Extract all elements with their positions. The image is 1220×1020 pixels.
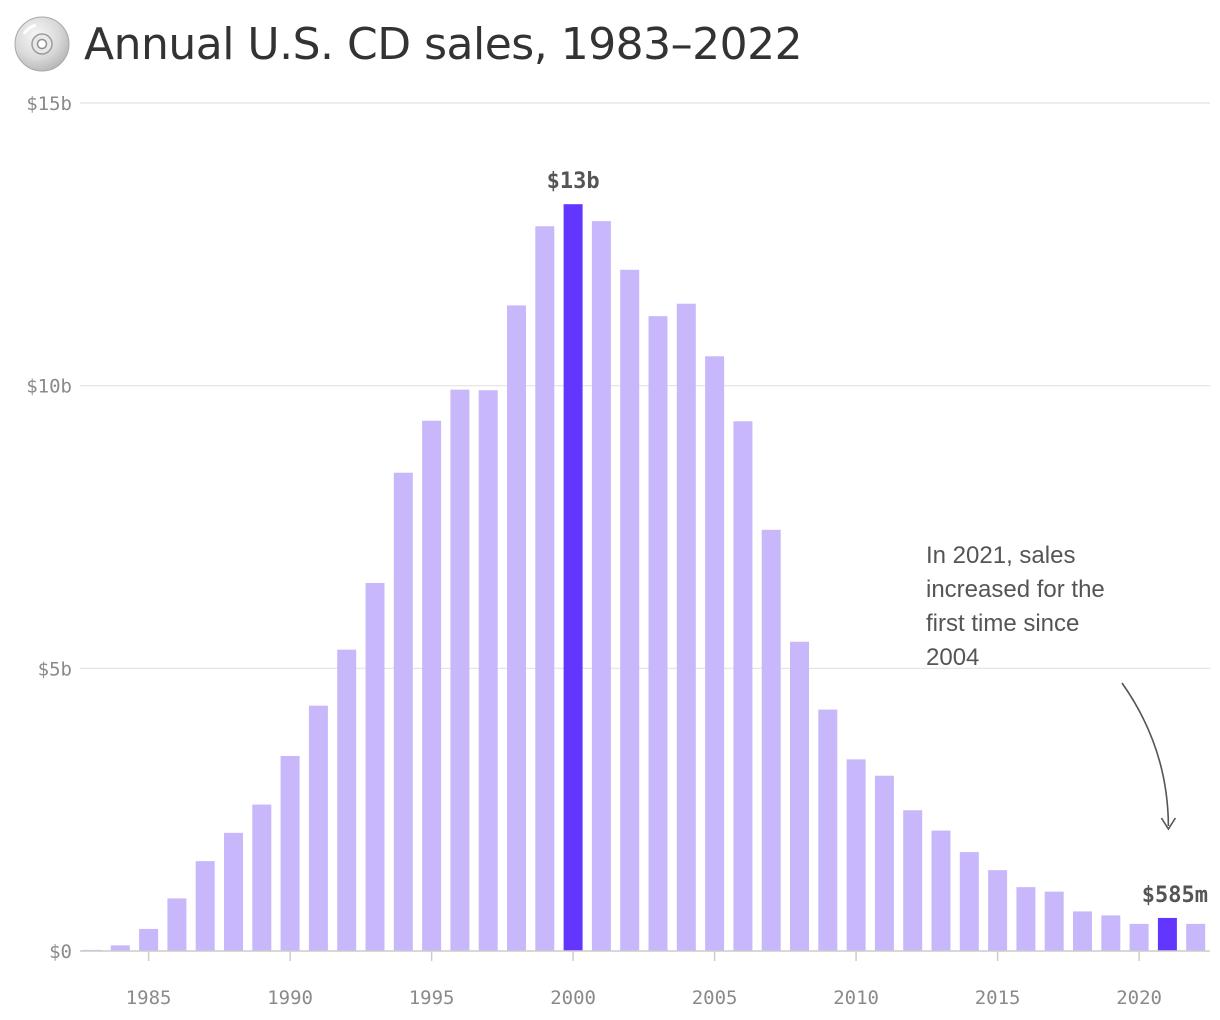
bar-2018 xyxy=(1073,911,1092,951)
x-tick-label: 1990 xyxy=(267,987,313,1009)
data-label-2000: $13b xyxy=(547,169,600,194)
annotation-line: 2004 xyxy=(926,644,979,671)
chart-title: Annual U.S. CD sales, 1983–2022 xyxy=(84,18,803,70)
bar-1993 xyxy=(365,582,385,951)
x-tick-label: 2010 xyxy=(833,987,879,1009)
x-tick-label: 2020 xyxy=(1116,987,1162,1009)
labels-layer: $13b $585m xyxy=(547,169,1208,908)
annotation-line: increased for the xyxy=(926,576,1105,603)
y-tick-label: $10b xyxy=(26,376,72,398)
bar-2002 xyxy=(620,269,640,952)
annotation-arrow xyxy=(1121,682,1170,827)
bar-2005 xyxy=(705,356,725,951)
bar-1990 xyxy=(280,755,300,951)
bar-2007 xyxy=(761,529,781,951)
data-label-2021: $585m xyxy=(1142,883,1208,908)
bar-1985 xyxy=(139,928,159,951)
cd-icon xyxy=(14,16,70,72)
y-tick-label: $5b xyxy=(38,658,72,680)
x-tick-label: 2005 xyxy=(692,987,738,1009)
bar-2012 xyxy=(903,810,923,951)
bar-2015 xyxy=(988,870,1008,951)
bar-1998 xyxy=(507,305,526,951)
bars-layer xyxy=(82,204,1206,952)
bar-2004 xyxy=(676,303,696,951)
bar-1987 xyxy=(195,861,215,951)
bar-2013 xyxy=(931,830,951,951)
annotation-layer: In 2021, sales increased for the first tim… xyxy=(926,542,1177,831)
bar-2001 xyxy=(591,221,611,951)
bar-1995 xyxy=(422,420,442,951)
bar-2022 xyxy=(1186,923,1206,951)
bar-1999 xyxy=(535,226,555,951)
bar-2016 xyxy=(1016,887,1036,951)
bar-1997 xyxy=(478,390,498,951)
bar-1989 xyxy=(252,804,272,951)
bar-2010 xyxy=(846,759,866,951)
bar-2006 xyxy=(733,421,753,951)
y-tick-label: $15b xyxy=(26,93,72,115)
bar-1988 xyxy=(224,832,243,951)
bar-1994 xyxy=(393,472,413,951)
bar-1986 xyxy=(167,898,187,951)
grid-layer xyxy=(80,102,1210,669)
bar-2009 xyxy=(818,709,838,951)
annotation-arrowhead xyxy=(1160,817,1177,831)
x-tick-label: 2000 xyxy=(550,987,596,1009)
bar-2019 xyxy=(1101,915,1121,951)
bar-1984 xyxy=(110,945,130,951)
bar-2021 xyxy=(1157,917,1177,951)
bar-2011 xyxy=(874,775,894,951)
x-tick-label: 1985 xyxy=(126,987,172,1009)
bar-2014 xyxy=(959,852,979,951)
annotation-line: In 2021, sales xyxy=(926,542,1075,569)
bar-2008 xyxy=(790,641,809,951)
bar-2017 xyxy=(1044,891,1064,951)
title-row: Annual U.S. CD sales, 1983–2022 xyxy=(14,14,803,74)
annotation-line: first time since xyxy=(926,610,1079,637)
bar-1992 xyxy=(337,649,357,951)
bar-2003 xyxy=(648,316,668,951)
x-tick-label: 2015 xyxy=(975,987,1021,1009)
bar-2020 xyxy=(1129,923,1149,951)
bar-1991 xyxy=(308,705,328,951)
axis-layer: $0 $5b $10b $15b 1985 1990 1995 2000 2005 2010 201… xyxy=(26,93,1210,1009)
bar-2000 xyxy=(563,204,583,951)
x-tick-label: 1995 xyxy=(409,987,455,1009)
y-tick-label: $0 xyxy=(49,941,72,963)
bar-1996 xyxy=(450,389,470,951)
